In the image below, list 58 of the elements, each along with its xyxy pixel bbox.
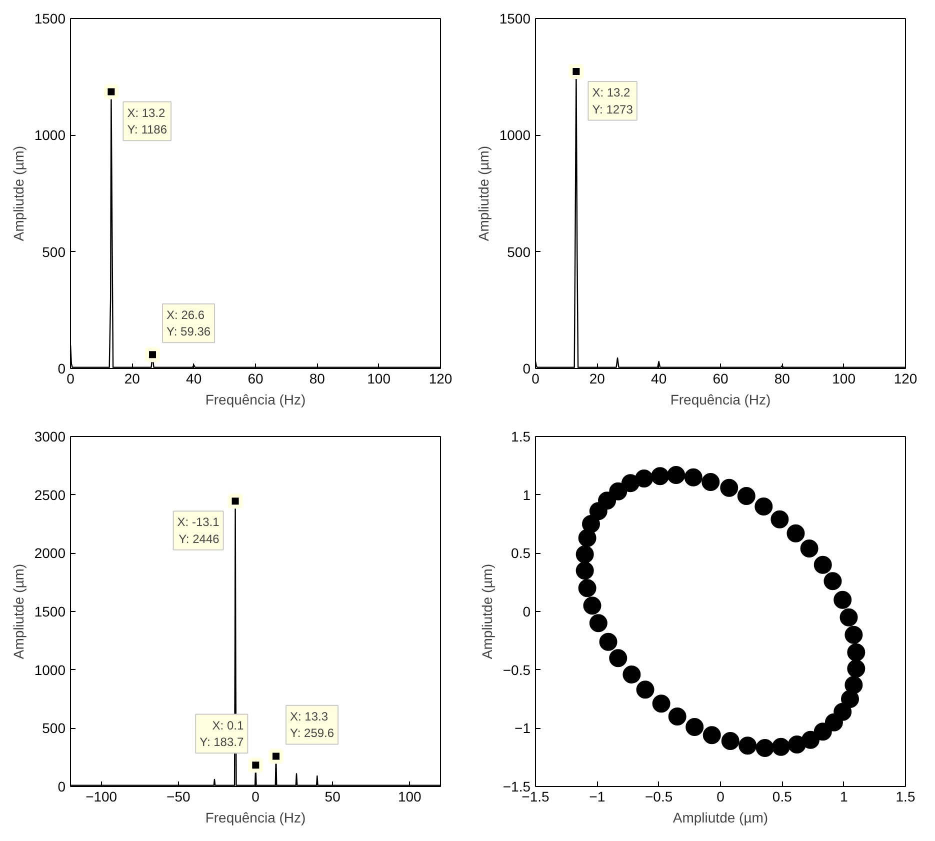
x-tick-label: 0 bbox=[252, 788, 260, 804]
y-tick-label: 1500 bbox=[499, 10, 531, 26]
x-tick-label: 120 bbox=[428, 370, 452, 386]
x-tick-label: 50 bbox=[324, 788, 341, 804]
x-axis-title: Frequência (Hz) bbox=[205, 392, 306, 408]
x-tick-label: 60 bbox=[248, 370, 264, 386]
y-tick-label: 0 bbox=[522, 604, 531, 620]
x-tick-label: 20 bbox=[589, 370, 606, 386]
y-axis-title: Ampliutde (µm) bbox=[10, 564, 26, 660]
y-tick-label: 1000 bbox=[34, 127, 66, 144]
x-axis-title: Frequência (Hz) bbox=[670, 392, 771, 408]
x-tick-label: 80 bbox=[774, 370, 790, 386]
x-axis-title: Ampliutde (µm) bbox=[672, 810, 768, 826]
y-tick-label: 500 bbox=[42, 244, 66, 260]
y-tick-label: 0 bbox=[58, 778, 66, 794]
x-tick-label: 40 bbox=[651, 370, 667, 386]
x-tick-label: 40 bbox=[186, 370, 202, 386]
x-tick-label: 100 bbox=[367, 370, 391, 386]
annotation: X: -13.1 Y: 2446 bbox=[177, 515, 220, 546]
annotation: X: 13.2 Y: 1186 bbox=[127, 106, 168, 137]
y-tick-label: 0 bbox=[522, 360, 531, 376]
y-tick-label: 1500 bbox=[34, 10, 66, 26]
annotation: X: 0.1 Y: 183.7 bbox=[200, 718, 244, 750]
y-tick-label: 3000 bbox=[34, 428, 66, 444]
annotation: X: 26.6 Y: 59.36 bbox=[166, 308, 211, 339]
y-tick-label: 0.5 bbox=[511, 545, 531, 562]
annotation: X: 13.2 Y: 1273 bbox=[592, 85, 634, 116]
y-tick-label: −0.5 bbox=[502, 662, 531, 678]
y-tick-label: 1000 bbox=[499, 127, 531, 144]
y-tick-label: 1.5 bbox=[511, 428, 531, 444]
y-axis-title: Ampliutde (µm) bbox=[475, 146, 492, 242]
annotation: X: 13.3 Y: 259.6 bbox=[290, 709, 334, 740]
y-axis-title: Ampliutde (µm) bbox=[10, 146, 26, 242]
x-tick-label: 60 bbox=[712, 370, 728, 386]
x-tick-label: 0 bbox=[716, 788, 725, 804]
y-axis-title: Ampliutde (µm) bbox=[478, 564, 495, 660]
y-tick-label: 1000 bbox=[34, 662, 66, 678]
x-tick-label: 1.5 bbox=[896, 788, 916, 804]
x-tick-label: 80 bbox=[309, 370, 326, 386]
x-tick-label: −50 bbox=[166, 788, 191, 804]
y-tick-label: 0 bbox=[58, 360, 66, 376]
x-tick-label: 1 bbox=[840, 788, 848, 804]
x-tick-label: 100 bbox=[398, 788, 422, 804]
x-tick-label: −0.5 bbox=[645, 788, 673, 804]
y-tick-label: 500 bbox=[507, 244, 531, 260]
y-tick-label: −1 bbox=[514, 720, 531, 736]
x-tick-label: −1 bbox=[589, 788, 606, 804]
y-tick-label: 2500 bbox=[34, 486, 66, 503]
y-tick-label: 1500 bbox=[34, 604, 66, 620]
x-tick-label: −100 bbox=[86, 788, 118, 804]
x-tick-label: 0.5 bbox=[772, 788, 792, 804]
y-tick-label: 1 bbox=[522, 486, 531, 503]
x-tick-label: 20 bbox=[124, 370, 140, 386]
x-axis-title: Frequência (Hz) bbox=[205, 810, 306, 826]
y-tick-label: 500 bbox=[42, 720, 66, 736]
x-tick-label: 100 bbox=[832, 370, 856, 386]
x-tick-label: 120 bbox=[894, 370, 918, 386]
y-tick-label: 2000 bbox=[34, 545, 66, 562]
